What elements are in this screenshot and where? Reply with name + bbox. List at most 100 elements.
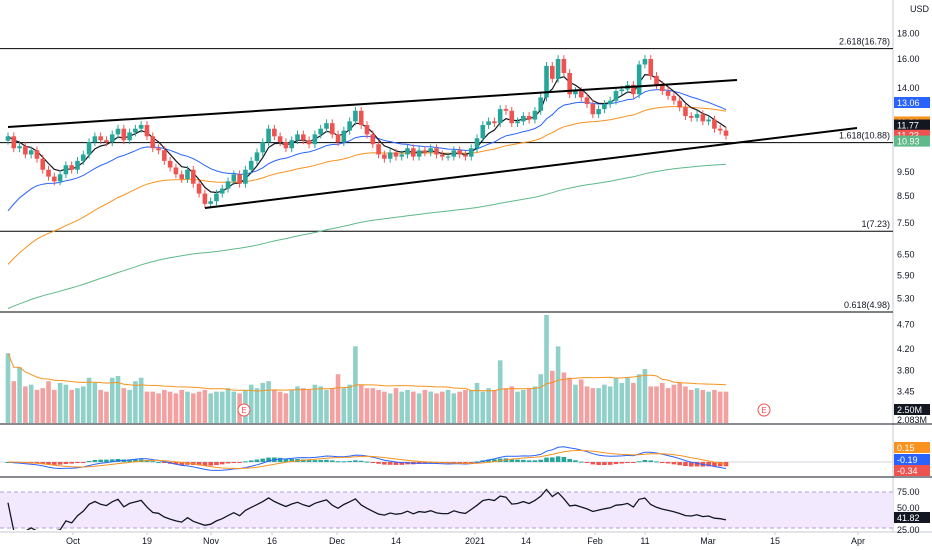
candle-body [712, 119, 717, 129]
macd-histogram-bar [109, 459, 115, 462]
volume-bar [468, 389, 474, 423]
macd-histogram-bar [335, 461, 341, 463]
macd-histogram-bar [260, 458, 266, 462]
price-axis[interactable]: 18.0016.0014.0012.0011.009.508.507.506.5… [897, 28, 920, 396]
candle-body [98, 136, 103, 141]
candle-body [260, 142, 266, 153]
volume-bar [399, 391, 405, 423]
candle-body [416, 150, 422, 157]
candle [144, 121, 150, 141]
candle [156, 144, 161, 155]
macd-histogram-bar [80, 462, 86, 463]
candle-body [405, 148, 410, 155]
candle [40, 154, 46, 174]
y-tick-label: 3.80 [897, 366, 915, 376]
candle-body [219, 188, 225, 194]
macd-histogram-bar [98, 459, 103, 462]
macd-line [7, 446, 727, 471]
macd-histogram-bar [451, 462, 457, 463]
volume-bar [190, 393, 196, 423]
candle [312, 130, 318, 149]
earnings-marker-1[interactable]: E [757, 403, 771, 417]
candle-body [428, 148, 433, 153]
candle [109, 130, 115, 147]
upper-trendline [7, 79, 738, 128]
candle [602, 100, 607, 114]
macd-histogram-bar [665, 462, 671, 464]
candle-body [434, 148, 439, 155]
time-axis[interactable]: Oct 19 Nov 16 Dec 14 2021 14 Feb 11 Mar 15 Apr [66, 532, 865, 546]
macd-histogram-bar [683, 462, 688, 467]
candle [393, 148, 399, 161]
macd-histogram-bar [660, 462, 665, 463]
candle [248, 157, 254, 174]
candle-body [150, 136, 156, 149]
volume-bar [625, 377, 630, 423]
macd-histogram-bar [382, 462, 387, 465]
y-tick-label: 4.20 [897, 344, 915, 354]
macd-histogram-bar [306, 460, 312, 462]
volume-bar [370, 388, 376, 423]
macd-histogram-bar [69, 462, 74, 464]
candle-body [445, 156, 451, 158]
macd-histogram-bar [208, 462, 213, 466]
volume-bar [445, 389, 451, 423]
volume-bar [561, 372, 567, 423]
candle-body [167, 160, 173, 168]
candle [295, 130, 300, 145]
rsi-line [7, 488, 727, 530]
candle-body [272, 128, 277, 137]
candle-body [335, 134, 341, 143]
rsi-panel [7, 488, 727, 530]
candle [509, 106, 515, 128]
volume-bar [301, 388, 306, 423]
candle-body [538, 97, 544, 111]
macd-histogram-bar [544, 457, 549, 462]
candle [283, 138, 289, 153]
candle-body [57, 174, 63, 182]
x-tick-label: Mar [700, 536, 716, 546]
volume-bar [590, 388, 596, 423]
candle-body [376, 144, 381, 155]
volume-bar [642, 369, 648, 423]
volume-bar [329, 388, 335, 423]
earnings-marker-circle [237, 403, 251, 417]
candle [706, 115, 711, 126]
candle-body [706, 119, 711, 122]
candle-body [584, 97, 590, 105]
volume-bar [358, 384, 364, 423]
volume-bar [17, 367, 22, 423]
candle [463, 150, 468, 161]
candle-body [52, 176, 57, 182]
candle-body [480, 125, 486, 139]
volume-bar [434, 393, 439, 423]
candle-body [156, 148, 161, 151]
volume-bars [5, 315, 729, 423]
macd-histogram-bar [179, 462, 185, 465]
currency-label[interactable]: USD [910, 4, 930, 14]
candle-body [358, 110, 364, 126]
candle-body [497, 109, 503, 124]
candle [526, 112, 532, 124]
macd-histogram-bar [277, 457, 283, 462]
macd-histogram-bar [219, 462, 225, 465]
candle-body [474, 138, 480, 149]
macd-histogram-bar [63, 462, 69, 464]
volume-bar [544, 315, 549, 423]
volume-bar [515, 391, 520, 423]
candle-body [138, 125, 144, 129]
candle [98, 132, 103, 145]
volume-bar [578, 379, 584, 423]
trend-channel[interactable] [7, 79, 858, 209]
candle-body [688, 116, 694, 118]
candle-body [509, 110, 515, 124]
macd-histogram-bar [75, 462, 80, 463]
earnings-marker-0[interactable]: E [237, 403, 251, 417]
candle-body [619, 89, 625, 92]
macd-histogram-bar [474, 461, 480, 463]
macd-histogram-bar [486, 459, 491, 462]
volume-bar [509, 386, 515, 423]
candle [532, 106, 538, 124]
